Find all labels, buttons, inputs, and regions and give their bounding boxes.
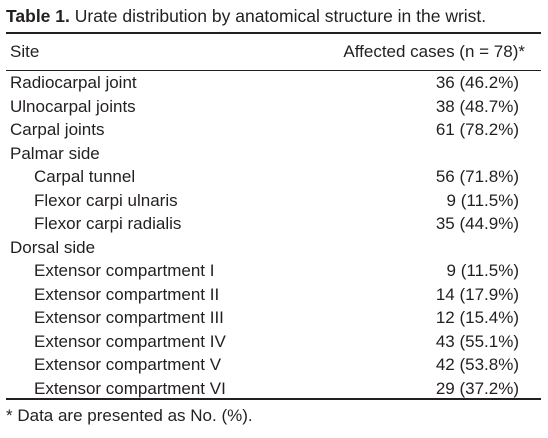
table-caption-label: Table 1. bbox=[6, 6, 70, 26]
table-row: Extensor compartment I 9 (11.5%) bbox=[6, 259, 541, 283]
row-site: Extensor compartment IV bbox=[34, 331, 226, 351]
row-affected-cases: 56 (71.8%) bbox=[435, 167, 519, 186]
row-affected-cases: 9 (11.5%) bbox=[446, 261, 519, 280]
table-row: Palmar side bbox=[6, 142, 541, 166]
row-site: Flexor carpi radialis bbox=[34, 214, 182, 233]
table-row: Extensor compartment III 12 (15.4%) bbox=[6, 306, 541, 330]
row-site: Palmar side bbox=[10, 143, 100, 163]
row-site: Carpal joints bbox=[10, 120, 105, 139]
row-site: Extensor compartment VI bbox=[34, 378, 226, 398]
row-affected-cases: 43 (55.1%) bbox=[435, 331, 519, 351]
row-site: Flexor carpi ulnaris bbox=[34, 190, 178, 210]
table-row: Extensor compartment V 42 (53.8%) bbox=[6, 353, 541, 377]
row-affected-cases: 12 (15.4%) bbox=[435, 308, 519, 327]
row-site: Radiocarpal joint bbox=[10, 73, 137, 92]
row-site: Ulnocarpal joints bbox=[10, 96, 136, 116]
row-affected-cases: 38 (48.7%) bbox=[435, 96, 519, 116]
table-caption: Table 1. Urate distribution by anatomica… bbox=[6, 4, 486, 28]
table-row: Extensor compartment VI 29 (37.2%) bbox=[6, 377, 541, 401]
table-top-rule bbox=[6, 32, 541, 34]
row-affected-cases: 61 (78.2%) bbox=[435, 120, 519, 139]
row-affected-cases: 9 (11.5%) bbox=[446, 190, 519, 210]
table-caption-text: Urate distribution by anatomical structu… bbox=[69, 6, 487, 26]
header-site: Site bbox=[10, 42, 40, 61]
table-row: Radiocarpal joint 36 (46.2%) bbox=[6, 71, 541, 95]
table-header-row: Site Affected cases (n = 78)* bbox=[6, 38, 541, 66]
row-site: Extensor compartment I bbox=[34, 261, 215, 280]
row-site: Dorsal side bbox=[10, 237, 96, 257]
table-bottom-rule bbox=[6, 398, 541, 400]
row-site: Extensor compartment II bbox=[34, 284, 220, 304]
row-site: Extensor compartment III bbox=[34, 308, 224, 327]
table-row: Extensor compartment II 14 (17.9%) bbox=[6, 283, 541, 307]
table-header-rule bbox=[6, 70, 541, 71]
table-row: Dorsal side bbox=[6, 236, 541, 260]
row-affected-cases: 35 (44.9%) bbox=[435, 214, 519, 233]
table-body: Radiocarpal joint 36 (46.2%) Ulnocarpal jo… bbox=[6, 71, 541, 400]
table-row: Extensor compartment IV 43 (55.1%) bbox=[6, 330, 541, 354]
row-site: Extensor compartment V bbox=[34, 355, 222, 374]
table-row: Carpal joints 61 (78.2%) bbox=[6, 118, 541, 142]
row-site: Carpal tunnel bbox=[34, 167, 136, 186]
table-row: Ulnocarpal joints 38 (48.7%) bbox=[6, 95, 541, 119]
table-row: Carpal tunnel 56 (71.8%) bbox=[6, 165, 541, 189]
row-affected-cases: 42 (53.8%) bbox=[435, 355, 519, 374]
table-row: Flexor carpi ulnaris 9 (11.5%) bbox=[6, 189, 541, 213]
table-row: Flexor carpi radialis 35 (44.9%) bbox=[6, 212, 541, 236]
row-affected-cases: 14 (17.9%) bbox=[435, 284, 519, 304]
row-affected-cases: 36 (46.2%) bbox=[435, 73, 519, 92]
header-affected-cases: Affected cases (n = 78)* bbox=[343, 42, 525, 61]
row-affected-cases: 29 (37.2%) bbox=[435, 378, 519, 398]
table-footnote: * Data are presented as No. (%). bbox=[6, 406, 253, 425]
